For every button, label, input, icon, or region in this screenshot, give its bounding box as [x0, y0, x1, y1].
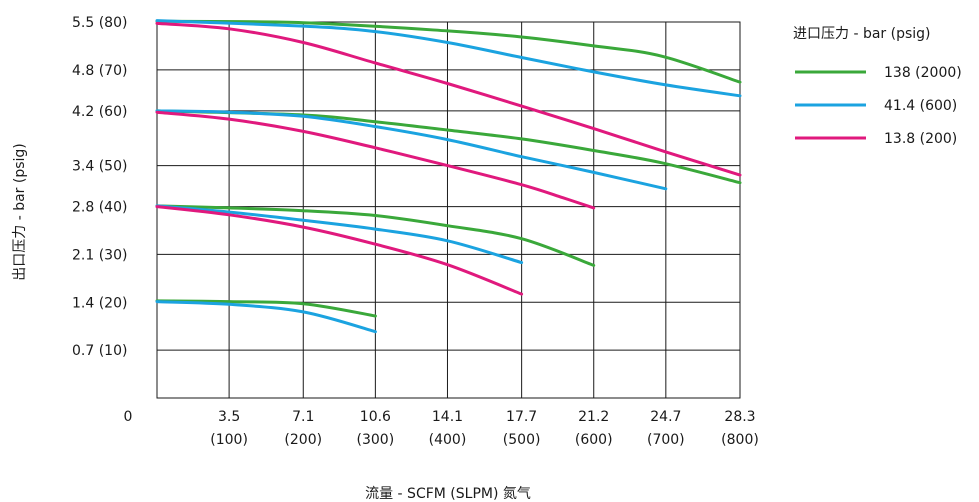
x-tick-sublabel: (800) — [721, 432, 759, 448]
series-line — [155, 205, 524, 296]
y-tick-label: 2.1 (30) — [72, 247, 127, 263]
x-tick-label: 28.3 — [724, 409, 755, 425]
y-tick-label: 0.7 (10) — [72, 343, 127, 359]
series-line — [155, 21, 742, 177]
y-tick-label: 4.2 (60) — [72, 104, 127, 120]
x-tick-sublabel: (100) — [210, 432, 248, 448]
x-tick-label: 7.1 — [292, 409, 314, 425]
series-line — [155, 19, 742, 98]
y-tick-label: 3.4 (50) — [72, 159, 127, 175]
chart-series — [155, 19, 742, 334]
x-tick-label: 24.7 — [650, 409, 681, 425]
chart-grid — [156, 21, 741, 399]
series-line — [155, 300, 377, 334]
legend-title: 进口压力 - bar (psig) — [793, 26, 931, 42]
x-tick-label: 17.7 — [506, 409, 537, 425]
y-tick-label: 5.5 (80) — [72, 15, 127, 31]
y-axis-tick-labels: 0.7 (10) 1.4 (20) 2.1 (30) 2.8 (40) 3.4 (50)… — [72, 15, 127, 359]
x-tick-label: 14.1 — [432, 409, 463, 425]
y-axis-title: 出口压力 - bar (psig) — [12, 143, 28, 281]
x-tick-label: 21.2 — [578, 409, 609, 425]
y-tick-label: 2.8 (40) — [72, 200, 127, 216]
series-line — [155, 110, 596, 210]
x-axis-title: 流量 - SCFM (SLPM) 氮气 — [365, 486, 531, 502]
x-tick-label: 10.6 — [360, 409, 391, 425]
x-tick-sublabel: (500) — [503, 432, 541, 448]
x-tick-sublabel: (200) — [284, 432, 322, 448]
series-line — [155, 19, 742, 84]
series-line — [155, 109, 668, 191]
legend-label: 138 (2000) — [884, 65, 962, 81]
x-tick-sublabel: (600) — [575, 432, 613, 448]
legend-label: 41.4 (600) — [884, 98, 957, 114]
x-tick-sublabel: (700) — [647, 432, 685, 448]
x-tick-sublabel: (400) — [429, 432, 467, 448]
series-line — [155, 204, 596, 267]
plot-frame — [156, 21, 741, 399]
legend-label: 13.8 (200) — [884, 131, 957, 147]
y-tick-label: 1.4 (20) — [72, 295, 127, 311]
chart-legend: 进口压力 - bar (psig) 138 (2000)41.4 (600)13… — [793, 26, 962, 147]
x-tick-sublabel: (300) — [357, 432, 395, 448]
series-line — [155, 204, 524, 265]
y-tick-label: 4.8 (70) — [72, 63, 127, 79]
x-tick-label: 3.5 — [218, 409, 240, 425]
x-axis-tick-labels: 0 3.5 (100) 7.1 (200) 10.6 (300) 14.1 (400) 17.7 (… — [124, 409, 759, 448]
legend-entries: 138 (2000) 41.4 (600) 13.8 (200) — [795, 65, 962, 147]
x-tick-label: 0 — [124, 409, 133, 425]
